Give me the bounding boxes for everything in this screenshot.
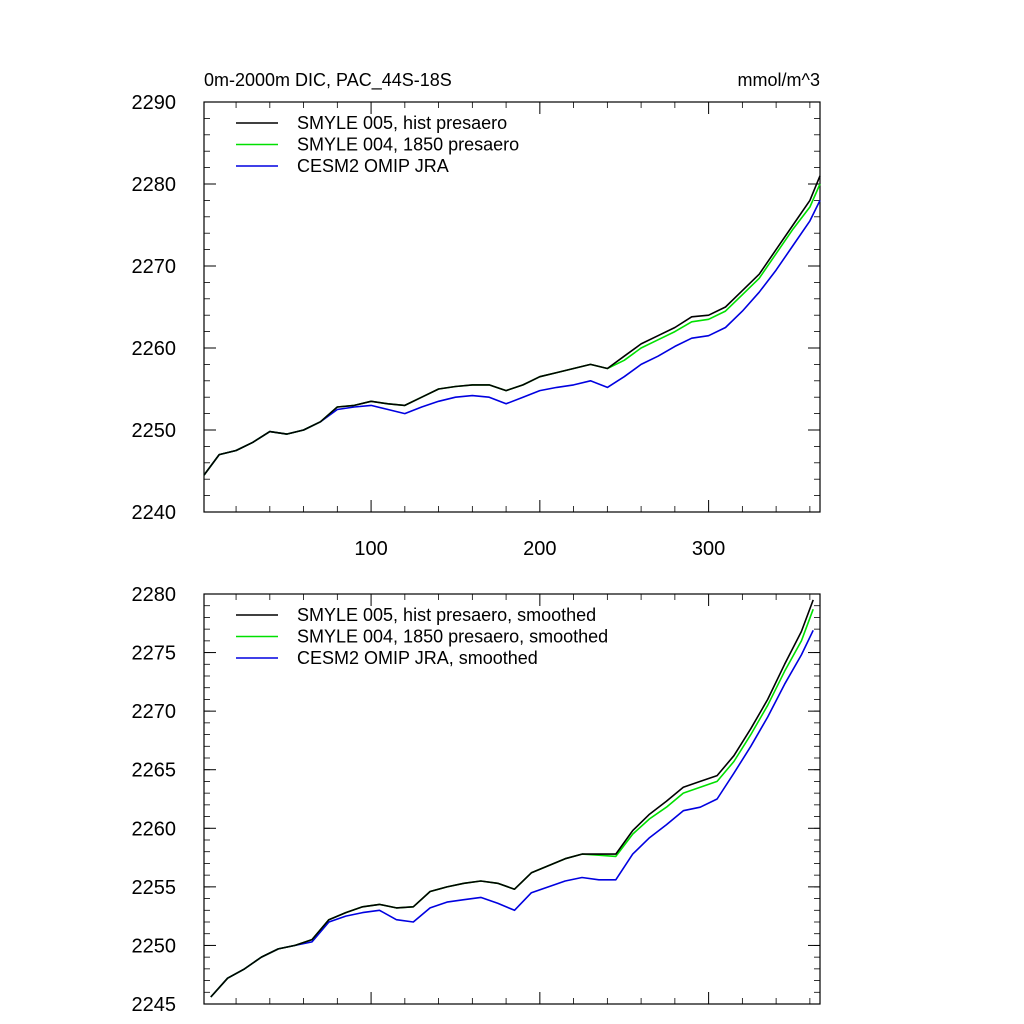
chart-title: 0m-2000m DIC, PAC_44S-18S bbox=[204, 70, 452, 91]
series-line-3 bbox=[203, 200, 821, 476]
y-tick-label: 2240 bbox=[132, 502, 177, 524]
y-tick-label: 2260 bbox=[132, 818, 177, 840]
y-tick-label: 2270 bbox=[132, 701, 177, 723]
y-tick-label: 2280 bbox=[132, 174, 177, 196]
y-tick-label: 2260 bbox=[132, 338, 177, 360]
y-tick-label: 2275 bbox=[132, 643, 177, 665]
y-tick-label: 2245 bbox=[132, 994, 177, 1016]
series-line-1 bbox=[210, 599, 814, 998]
y-tick-label: 2290 bbox=[132, 92, 177, 114]
y-tick-label: 2250 bbox=[132, 420, 177, 442]
top-panel: 2240 2250 2260 2270 2280 2290 100 200 300 SMYLE 0… bbox=[132, 92, 821, 560]
y-tick-label: 2255 bbox=[132, 877, 177, 899]
y-tick-label: 2280 bbox=[132, 584, 177, 606]
x-tick-label: 200 bbox=[523, 538, 556, 560]
x-tick-label: 300 bbox=[692, 538, 725, 560]
bottom-panel: 2245 2250 2255 2260 2265 2270 2275 2280 SMYLE 00… bbox=[132, 584, 821, 1016]
plot-frame bbox=[203, 593, 821, 1005]
x-tick-label: 100 bbox=[354, 538, 387, 560]
plot-frame bbox=[203, 101, 821, 513]
y-tick-label: 2270 bbox=[132, 256, 177, 278]
legend-label: SMYLE 005, hist presaero bbox=[297, 113, 507, 133]
legend-label: SMYLE 004, 1850 presaero bbox=[297, 135, 519, 155]
legend-label: CESM2 OMIP JRA, smoothed bbox=[297, 648, 538, 668]
series-line-3 bbox=[210, 629, 814, 998]
legend-label: SMYLE 004, 1850 presaero, smoothed bbox=[297, 627, 608, 647]
units-label: mmol/m^3 bbox=[738, 70, 820, 90]
series-line-1 bbox=[203, 175, 821, 476]
legend-label: CESM2 OMIP JRA bbox=[297, 156, 449, 176]
y-tick-label: 2265 bbox=[132, 760, 177, 782]
y-tick-label: 2250 bbox=[132, 935, 177, 957]
legend-label: SMYLE 005, hist presaero, smoothed bbox=[297, 605, 596, 625]
